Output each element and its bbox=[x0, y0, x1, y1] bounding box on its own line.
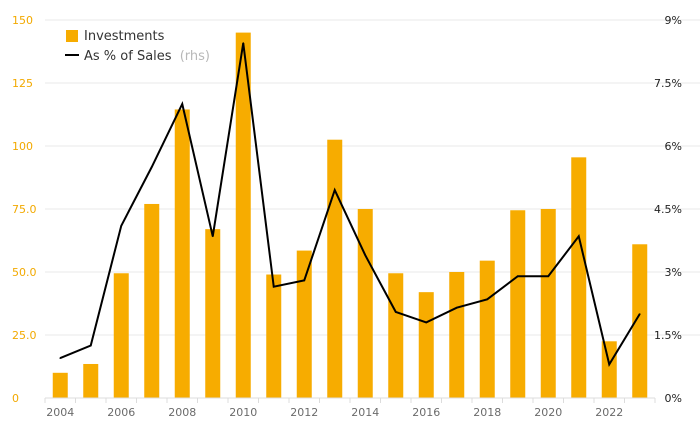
bars bbox=[52, 32, 648, 399]
bar-investments bbox=[540, 209, 556, 398]
legend-label-investments: Investments bbox=[84, 29, 165, 44]
line-point-sales-pct bbox=[120, 225, 123, 227]
x-tick-label: 2006 bbox=[107, 406, 135, 419]
line-point-sales-pct bbox=[150, 166, 153, 168]
line-point-sales-pct bbox=[455, 306, 458, 309]
line-point-sales-pct bbox=[638, 313, 641, 315]
svg-text:As % of Sales (rhs): As % of Sales (rhs) bbox=[84, 49, 210, 64]
bar-investments bbox=[632, 244, 648, 398]
x-tick-label: 2022 bbox=[595, 406, 623, 419]
bar-investments bbox=[601, 341, 617, 398]
x-tick-label: 2008 bbox=[168, 406, 196, 419]
line-point-sales-pct bbox=[333, 189, 336, 191]
legend-label-sales: As % of Sales bbox=[84, 49, 172, 64]
y-right-tick-label: 7.5% bbox=[654, 77, 682, 90]
bar-investments bbox=[479, 260, 495, 398]
line-point-sales-pct bbox=[608, 363, 611, 366]
line-point-sales-pct bbox=[364, 254, 367, 256]
y-right-tick-label: 6% bbox=[665, 140, 682, 153]
y-left-tick-label: 25.0 bbox=[12, 329, 37, 342]
y-right-tick-label: 4.5% bbox=[654, 203, 682, 216]
bar-investments bbox=[113, 273, 129, 398]
legend-swatch-investments bbox=[66, 30, 78, 42]
bar-investments bbox=[510, 210, 526, 398]
line-point-sales-pct bbox=[425, 321, 428, 324]
axes: 0 0% 25.0 1.5% 50.0 3% 75.0 4.5% 100 6% 125 7.5% 150… bbox=[12, 14, 682, 419]
bar-investments bbox=[235, 32, 251, 398]
x-tick-label: 2018 bbox=[473, 406, 501, 419]
line-point-sales-pct bbox=[181, 103, 184, 105]
line-point-sales-pct bbox=[242, 42, 245, 44]
legend-label-sales-suffix: (rhs) bbox=[180, 49, 210, 64]
bar-investments bbox=[357, 209, 373, 398]
bar-investments bbox=[418, 292, 434, 398]
line-point-sales-pct bbox=[486, 298, 489, 301]
y-right-tick-label: 1.5% bbox=[654, 329, 682, 342]
y-left-tick-label: 150 bbox=[12, 14, 33, 27]
bar-investments bbox=[266, 274, 282, 398]
y-right-tick-label: 0% bbox=[665, 392, 682, 405]
y-right-tick-label: 9% bbox=[665, 14, 682, 27]
line-point-sales-pct bbox=[211, 235, 214, 238]
line-sales-pct bbox=[59, 42, 641, 368]
x-tick-label: 2016 bbox=[412, 406, 440, 419]
y-right-tick-label: 3% bbox=[665, 266, 682, 279]
bar-investments bbox=[52, 372, 68, 398]
line-point-sales-pct bbox=[303, 279, 306, 282]
y-left-tick-label: 50.0 bbox=[12, 266, 37, 279]
bar-investments bbox=[144, 203, 160, 398]
line-point-sales-pct bbox=[577, 235, 580, 238]
line-point-sales-pct bbox=[272, 285, 275, 288]
bar-investments bbox=[327, 139, 343, 398]
x-tick-label: 2014 bbox=[351, 406, 379, 419]
y-left-tick-label: 0 bbox=[12, 392, 19, 405]
bar-investments bbox=[388, 273, 404, 398]
x-tick-label: 2012 bbox=[290, 406, 318, 419]
line-point-sales-pct bbox=[516, 275, 519, 278]
line-point-sales-pct bbox=[394, 311, 397, 313]
bar-investments bbox=[205, 229, 221, 398]
bar-investments bbox=[571, 157, 587, 398]
y-left-tick-label: 75.0 bbox=[12, 203, 37, 216]
line-point-sales-pct bbox=[547, 275, 550, 278]
legend: Investments As % of Sales (rhs) bbox=[65, 29, 210, 64]
sales-line-layer bbox=[59, 42, 641, 368]
bar-investments bbox=[83, 363, 99, 398]
x-tick-label: 2020 bbox=[534, 406, 562, 419]
bar-investments bbox=[449, 272, 465, 398]
x-tick-label: 2004 bbox=[46, 406, 74, 419]
line-point-sales-pct bbox=[89, 344, 92, 347]
bar-investments bbox=[174, 109, 190, 399]
x-tick-label: 2010 bbox=[229, 406, 257, 419]
line-point-sales-pct bbox=[59, 357, 62, 359]
y-left-tick-label: 100 bbox=[12, 140, 33, 153]
y-left-tick-label: 125 bbox=[12, 77, 33, 90]
bar-investments bbox=[296, 250, 312, 398]
